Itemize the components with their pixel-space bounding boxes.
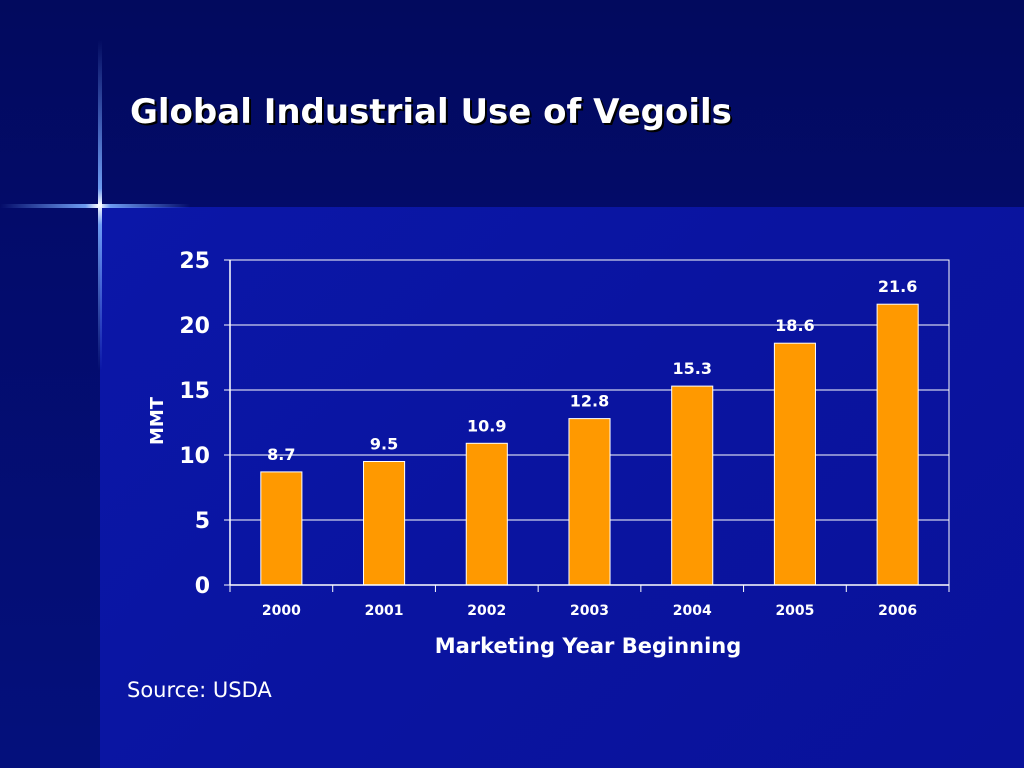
y-tick-label: 5 [195,509,210,534]
y-tick-label: 0 [195,574,210,599]
slide-title: Global Industrial Use of Vegoils [130,92,732,132]
data-label-2005: 18.6 [775,316,814,335]
bars [260,303,919,586]
x-tick-label: 2006 [878,603,917,619]
sparkle-horizontal-ray [0,204,190,208]
data-label-2006: 21.6 [878,277,917,296]
y-tick-label: 15 [179,379,210,404]
slide-header-background [0,0,1024,207]
bar-2003 [568,418,611,586]
x-tick-label: 2004 [673,603,712,619]
bar-2004 [671,385,714,586]
x-tick-label: 2005 [775,603,814,619]
x-tick-label: 2002 [467,603,506,619]
bar-2002 [465,442,508,586]
y-tick-label: 20 [179,314,210,339]
y-tick-label: 25 [179,249,210,274]
source-note: Source: USDA [127,678,272,702]
data-label-2000: 8.7 [267,445,295,464]
x-tick-label: 2001 [365,603,404,619]
bar-2000 [260,471,303,586]
bar-2006 [876,303,919,586]
data-label-2002: 10.9 [467,416,506,435]
axes: 0 5 10 15 20 25 2000 2001 2002 2003 2004 2005 2006 [179,249,950,619]
data-label-2004: 15.3 [672,359,711,378]
x-axis-label: Marketing Year Beginning [435,634,742,658]
bar-2001 [363,461,406,586]
data-label-2003: 12.8 [570,392,609,411]
y-tick-label: 10 [179,444,210,469]
sparkle-vertical-ray [98,40,102,370]
bar-2005 [773,342,816,586]
x-tick-label: 2000 [262,603,301,619]
slide-left-band [0,207,100,768]
x-tick-label: 2003 [570,603,609,619]
slide-body-background [100,207,1024,768]
data-labels: 8.7 9.5 10.9 12.8 15.3 18.6 21.6 [267,277,917,464]
data-label-2001: 9.5 [370,435,398,454]
y-axis-label: MMT [147,396,168,445]
